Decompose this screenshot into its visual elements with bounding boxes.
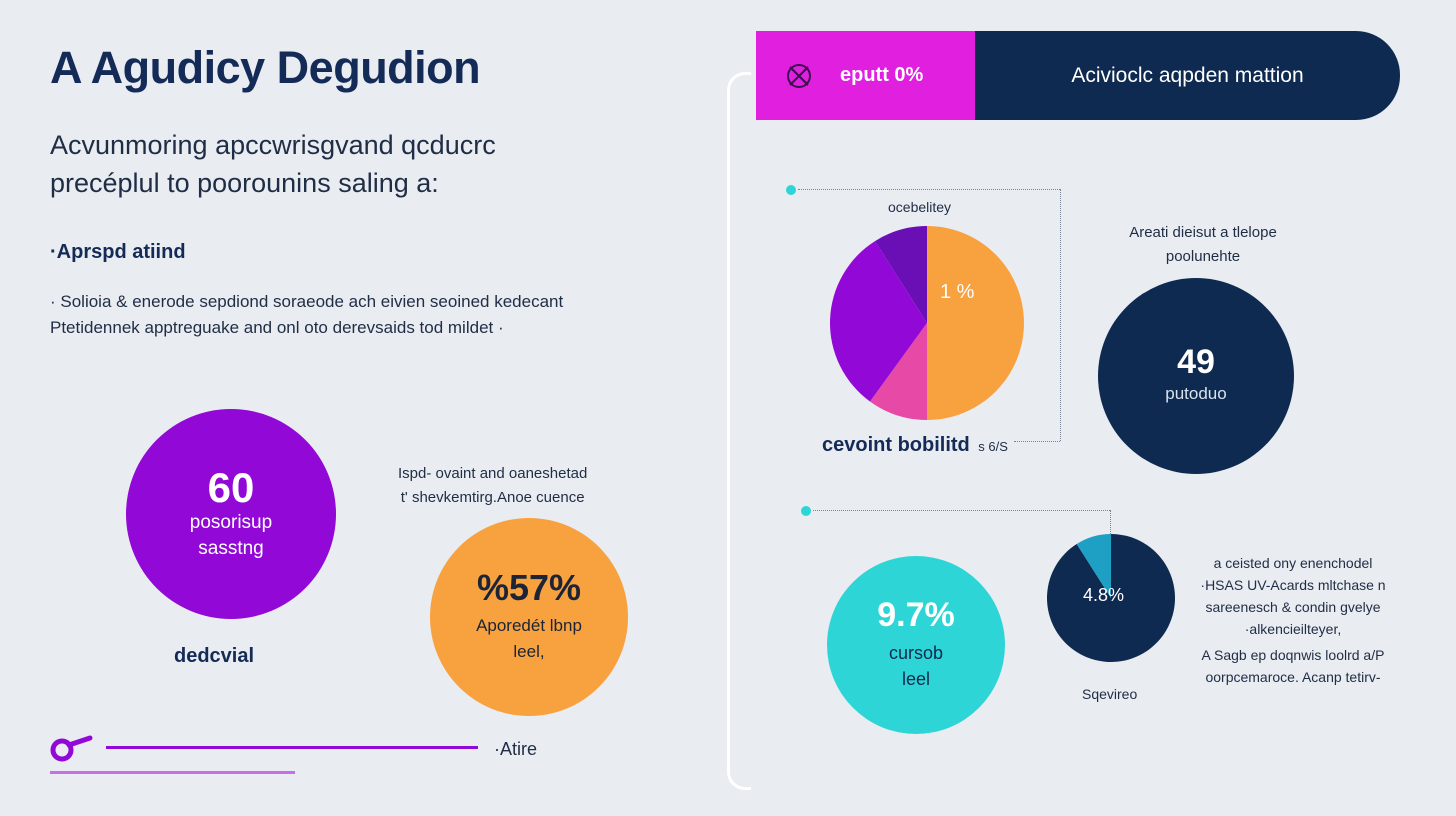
section-heading: ·Aprspd atiind: [50, 241, 186, 263]
marker-dot: [786, 185, 796, 195]
note-line: t' shevkemtirg.Anoe cuence: [400, 489, 585, 506]
stat-value: %57%: [476, 567, 582, 609]
divider-line: [50, 771, 295, 774]
side-note-line: ·alkencieilteyer,: [1244, 621, 1342, 637]
page-title: A Agudicy Degudion: [50, 42, 481, 93]
pie-chart: [830, 226, 1024, 420]
body-line: · Solioia & enerode sepdiond soraeode ac…: [50, 292, 564, 311]
stat-caption: dedcvial: [174, 645, 255, 667]
side-note-line: A Sagb ep doqnwis loolrd a/P: [1201, 647, 1385, 663]
connector-line: [1060, 189, 1061, 441]
stat-circle-navy: 49 putoduo: [1098, 278, 1294, 474]
connector-line: [1110, 510, 1111, 536]
stat-circle-teal: 9.7% cursob leel: [827, 556, 1005, 734]
pie-slice-label: 4.8%: [1083, 585, 1125, 605]
pie-slice-1: [869, 323, 927, 420]
side-notes: a ceisted ony enenchodel ·HSAS UV-Acards…: [1158, 552, 1428, 688]
body-text: · Solioia & enerode sepdiond soraeode ac…: [50, 289, 710, 341]
navy-note: Areati dieisut a tlelope poolunehte: [1100, 221, 1306, 269]
body-line: Ptetidennek apptreguake and onl oto dere…: [50, 318, 504, 337]
pie-slice-label: 1 %: [940, 281, 975, 303]
stat-label: leel,: [513, 641, 545, 661]
side-note-line: a ceisted ony enenchodel: [1213, 555, 1373, 571]
logo-icon: [787, 63, 811, 88]
pie-caption-suffix: s 6/S: [978, 439, 1008, 454]
subtitle-line: precéplul to poorounins saling a:: [50, 168, 439, 198]
banner-left: eputt 0%: [756, 31, 975, 120]
pie-slice-1: [1076, 534, 1111, 598]
bracket-frame: [727, 72, 751, 790]
key-icon: [50, 735, 93, 762]
stat-value: 49: [1177, 343, 1215, 382]
stat-circle-purple: 60 posorisup sasstng: [126, 409, 336, 619]
stat-value: 9.7%: [877, 596, 955, 635]
side-note-line: oorpcemaroce. Acanp tetirv-: [1205, 669, 1381, 685]
side-note-line: sareenesch & condin gvelye: [1205, 599, 1381, 615]
note-line: poolunehte: [1165, 248, 1241, 265]
subtitle-line: Acvunmoring apccwrisgvand qcducrc: [50, 130, 496, 160]
pie-caption: cevoint bobilitd s 6/S: [822, 434, 1008, 457]
pie-slice-2: [830, 241, 927, 402]
divider-line: [106, 746, 478, 749]
stat-label: posorisup: [189, 512, 273, 534]
connector-line: [798, 189, 1060, 190]
connector-line: [813, 510, 1110, 511]
pie-caption-text: cevoint bobilitd: [822, 434, 970, 456]
side-note-line: ·HSAS UV-Acards mltchase n: [1200, 577, 1386, 593]
pie-slice-3: [875, 226, 927, 323]
stat-value: 60: [207, 463, 255, 511]
stat-label: putoduo: [1165, 383, 1227, 403]
footer-label: ·Atire: [494, 739, 538, 759]
marker-dot: [801, 506, 811, 516]
banner-left-label: eputt 0%: [840, 64, 924, 86]
stat-label: leel: [901, 668, 931, 689]
note-line: Areati dieisut a tlelope: [1129, 224, 1277, 241]
header-banner: eputt 0% Acivioclc aqpden mattion: [756, 31, 1400, 120]
note-line: Ispd- ovaint and oaneshetad: [398, 465, 588, 482]
stat-label: Aporedét lbnp: [476, 615, 582, 635]
pie-title: ocebelitey: [888, 199, 952, 215]
orange-note: Ispd- ovaint and oaneshetad t' shevkemti…: [398, 462, 587, 510]
page-subtitle: Acvunmoring apccwrisgvand qcducrc precép…: [50, 126, 670, 202]
stat-label: sasstng: [198, 538, 264, 560]
banner-right-label: Acivioclc aqpden mattion: [975, 31, 1400, 120]
pie-slice-0: [927, 226, 1024, 420]
pie-footnote: Sqevireo: [1082, 686, 1138, 702]
connector-line: [1014, 441, 1060, 442]
pie-chart-small: [1047, 534, 1175, 662]
stat-label: cursob: [888, 642, 944, 663]
stat-circle-orange: %57% Aporedét lbnp leel,: [430, 518, 628, 716]
